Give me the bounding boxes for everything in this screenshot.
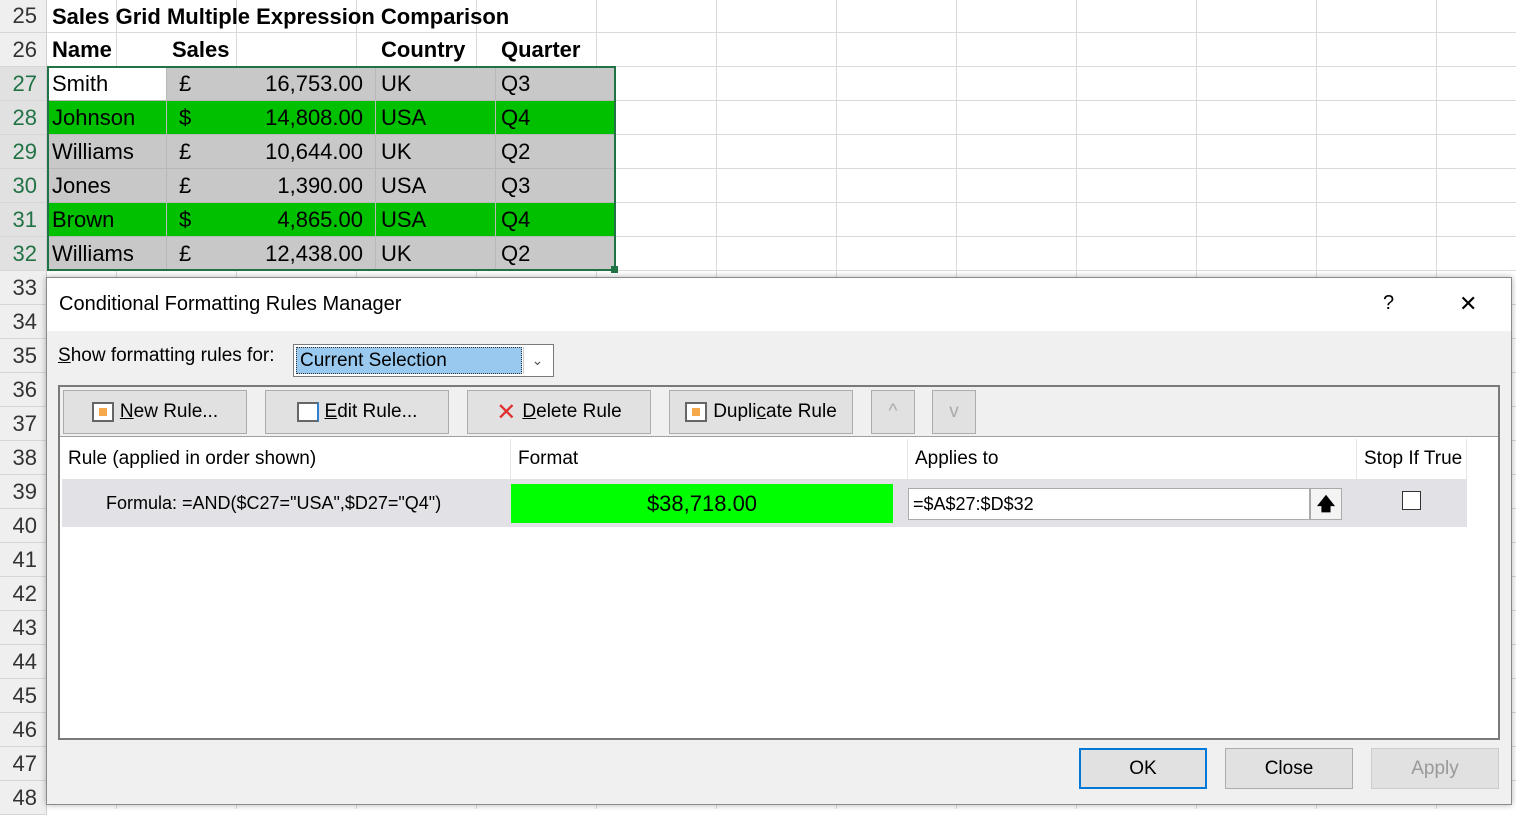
name-cell[interactable]: Brown: [47, 203, 167, 237]
applies-to-input[interactable]: =$A$27:$D$32: [908, 488, 1310, 520]
name-cell[interactable]: Johnson: [47, 101, 167, 135]
rules-manager-dialog: Conditional Formatting Rules Manager ? ✕…: [46, 277, 1512, 805]
move-down-button[interactable]: v: [932, 390, 976, 434]
rule-description: Formula: =AND($C27="USA",$D27="Q4"): [106, 493, 442, 513]
column-header[interactable]: Quarter: [501, 37, 581, 62]
row-header[interactable]: 46: [0, 713, 47, 747]
row-header[interactable]: 27: [0, 67, 47, 101]
row-header[interactable]: 29: [0, 135, 47, 169]
row-header[interactable]: 30: [0, 169, 47, 203]
country-cell[interactable]: UK: [376, 135, 496, 169]
country-cell[interactable]: USA: [376, 101, 496, 135]
table-icon: [91, 402, 114, 422]
currency-symbol[interactable]: £: [179, 173, 192, 198]
sales-cell[interactable]: 4,865.00: [167, 203, 376, 237]
col-stop-if-true: Stop If True: [1357, 439, 1467, 479]
format-preview: $38,718.00: [511, 484, 893, 523]
new-rule-button[interactable]: New Rule...: [63, 390, 247, 434]
row-header[interactable]: 28: [0, 101, 47, 135]
row-header[interactable]: 26: [0, 33, 47, 67]
row-header[interactable]: 40: [0, 509, 47, 543]
row-header[interactable]: 45: [0, 679, 47, 713]
delete-rule-button[interactable]: ✕ Delete Rule: [467, 390, 651, 434]
currency-symbol[interactable]: £: [179, 139, 192, 164]
accel: S: [58, 345, 71, 366]
row-header[interactable]: 36: [0, 373, 47, 407]
currency-symbol[interactable]: £: [179, 241, 192, 266]
duplicate-icon: [685, 402, 708, 422]
quarter-cell[interactable]: Q3: [496, 67, 616, 101]
show-rules-label: Show formatting rules for:: [58, 345, 275, 367]
row-header[interactable]: 43: [0, 611, 47, 645]
row-header[interactable]: 44: [0, 645, 47, 679]
country-cell[interactable]: UK: [376, 237, 496, 271]
close-icon[interactable]: ✕: [1459, 291, 1478, 316]
column-header[interactable]: Name: [52, 37, 112, 62]
row-header[interactable]: 34: [0, 305, 47, 339]
row-header[interactable]: 38: [0, 441, 47, 475]
row-header[interactable]: 48: [0, 781, 47, 815]
edit-rule-button[interactable]: Edit Rule...: [265, 390, 449, 434]
apply-button[interactable]: Apply: [1371, 748, 1499, 789]
sales-cell[interactable]: 1,390.00: [167, 169, 376, 203]
dialog-title: Conditional Formatting Rules Manager: [47, 278, 1511, 331]
country-cell[interactable]: USA: [376, 203, 496, 237]
row-header[interactable]: 35: [0, 339, 47, 373]
column-header[interactable]: Country: [381, 37, 466, 62]
label: Delete Rule: [522, 401, 622, 422]
show-rules-dropdown[interactable]: Current Selection ⌄: [293, 344, 554, 377]
rules-toolbar: New Rule... Edit Rule... ✕ Delete Rule Du…: [60, 387, 1498, 437]
row-header[interactable]: 42: [0, 577, 47, 611]
label: New Rule...: [119, 401, 219, 422]
col-format: Format: [511, 439, 908, 479]
column-header[interactable]: Sales: [172, 37, 230, 62]
name-cell[interactable]: Jones: [47, 169, 167, 203]
quarter-cell[interactable]: Q4: [496, 203, 616, 237]
collapse-range-button[interactable]: 🡅: [1310, 488, 1342, 520]
dropdown-value: Current Selection: [296, 347, 522, 374]
row-header[interactable]: 39: [0, 475, 47, 509]
col-applies-to: Applies to: [908, 439, 1357, 479]
currency-symbol[interactable]: £: [179, 71, 192, 96]
label: Duplicate Rule: [713, 401, 837, 422]
quarter-cell[interactable]: Q3: [496, 169, 616, 203]
label-text: how formatting rules for:: [70, 345, 275, 366]
move-up-button[interactable]: ^: [871, 390, 915, 434]
country-cell[interactable]: USA: [376, 169, 496, 203]
sales-cell[interactable]: 10,644.00: [167, 135, 376, 169]
chevron-down-icon[interactable]: ⌄: [523, 347, 551, 374]
quarter-cell[interactable]: Q2: [496, 237, 616, 271]
close-button[interactable]: Close: [1225, 748, 1353, 789]
quarter-cell[interactable]: Q2: [496, 135, 616, 169]
name-cell[interactable]: Smith: [47, 67, 167, 101]
col-rule: Rule (applied in order shown): [61, 439, 511, 479]
quarter-cell[interactable]: Q4: [496, 101, 616, 135]
edit-icon: [296, 402, 319, 422]
sales-cell[interactable]: 14,808.00: [167, 101, 376, 135]
sales-cell[interactable]: 12,438.00: [167, 237, 376, 271]
delete-x-icon: ✕: [496, 398, 517, 426]
sheet-title[interactable]: Sales Grid Multiple Expression Compariso…: [52, 4, 510, 29]
currency-symbol[interactable]: $: [179, 105, 192, 130]
row-header[interactable]: 47: [0, 747, 47, 781]
stop-if-true-checkbox[interactable]: [1402, 491, 1421, 510]
country-cell[interactable]: UK: [376, 67, 496, 101]
name-cell[interactable]: Williams: [47, 237, 167, 271]
row-header[interactable]: 32: [0, 237, 47, 271]
name-cell[interactable]: Williams: [47, 135, 167, 169]
rules-panel: New Rule... Edit Rule... ✕ Delete Rule Du…: [58, 385, 1500, 740]
row-header[interactable]: 37: [0, 407, 47, 441]
sales-cell[interactable]: 16,753.00: [167, 67, 376, 101]
fill-handle[interactable]: [611, 266, 618, 273]
help-button[interactable]: ?: [1383, 292, 1395, 314]
duplicate-rule-button[interactable]: Duplicate Rule: [669, 390, 853, 434]
row-header[interactable]: 25: [0, 0, 47, 33]
ok-button[interactable]: OK: [1079, 748, 1207, 789]
row-header[interactable]: 33: [0, 271, 47, 305]
currency-symbol[interactable]: $: [179, 207, 192, 232]
rule-row[interactable]: Formula: =AND($C27="USA",$D27="Q4") $38,…: [62, 479, 1467, 528]
label: Edit Rule...: [324, 401, 418, 422]
row-header[interactable]: 31: [0, 203, 47, 237]
row-header[interactable]: 41: [0, 543, 47, 577]
